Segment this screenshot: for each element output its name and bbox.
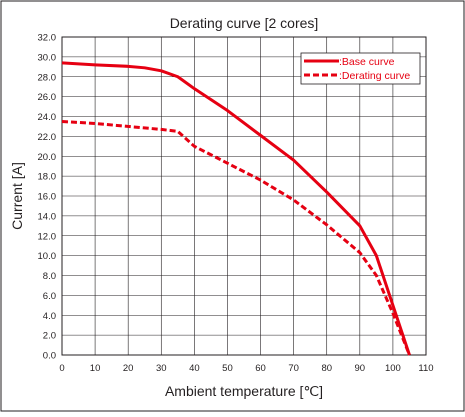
x-tick-label: 90 (355, 363, 366, 374)
x-axis-label: Ambient temperature [℃] (165, 383, 323, 399)
x-tick-label: 0 (59, 363, 64, 374)
y-tick-label: 14.0 (38, 211, 57, 222)
y-tick-label: 2.0 (43, 331, 56, 342)
y-tick-label: 16.0 (38, 192, 57, 203)
y-tick-label: 12.0 (38, 231, 57, 242)
derating-curve-line (61, 119, 411, 356)
x-tick-label: 60 (255, 363, 266, 374)
x-tick-label: 80 (321, 363, 332, 374)
y-axis-tick-labels: 0.0 2.0 4.0 6.0 8.0 10.0 12.0 14.0 16.0 18.0 20.0 2… (38, 33, 57, 362)
x-tick-label: 30 (156, 363, 167, 374)
y-tick-label: 20.0 (38, 152, 57, 163)
y-tick-label: 32.0 (38, 33, 57, 44)
y-axis-label: Current [A] (9, 162, 25, 230)
x-tick-label: 70 (288, 363, 299, 374)
series-lines (61, 61, 411, 356)
legend-box (300, 52, 421, 85)
x-tick-label: 100 (385, 363, 401, 374)
x-tick-label: 110 (418, 363, 433, 374)
x-axis-tick-labels: 0 10 20 30 40 50 60 70 80 90 100 110 (59, 363, 433, 374)
y-tick-label: 26.0 (38, 92, 57, 103)
y-tick-label: 6.0 (43, 291, 56, 302)
x-tick-label: 50 (222, 363, 233, 374)
x-tick-label: 40 (189, 363, 200, 374)
y-tick-label: 22.0 (38, 132, 57, 143)
legend-label-base-curve: :Base curve (339, 56, 395, 68)
legend: :Base curve :Derating curve (300, 52, 421, 85)
y-tick-label: 18.0 (38, 172, 57, 183)
y-tick-label: 30.0 (38, 52, 57, 63)
x-tick-label: 20 (123, 363, 134, 374)
chart-title: Derating curve [2 cores] (170, 15, 319, 31)
y-tick-label: 0.0 (43, 351, 56, 362)
y-tick-label: 24.0 (38, 112, 57, 123)
y-tick-label: 4.0 (43, 311, 56, 322)
y-tick-label: 10.0 (38, 251, 57, 262)
legend-label-derating-curve: :Derating curve (339, 70, 410, 82)
y-tick-label: 8.0 (43, 271, 56, 282)
base-curve-line (61, 61, 411, 356)
y-tick-label: 28.0 (38, 72, 57, 83)
x-tick-label: 10 (90, 363, 101, 374)
plot-border (61, 36, 427, 356)
